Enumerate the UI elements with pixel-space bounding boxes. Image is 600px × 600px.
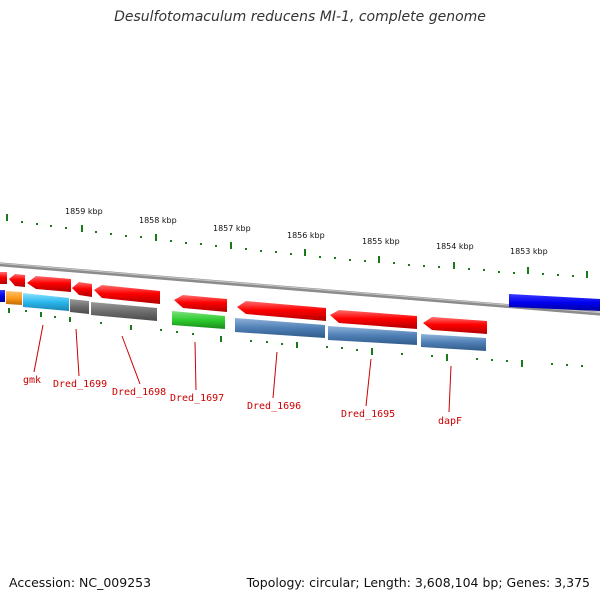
kbp-tick-label: 1857 kbp: [213, 224, 251, 233]
gene-block[interactable]: [172, 311, 225, 329]
kbp-tick-label: 1853 kbp: [510, 247, 548, 256]
gene-block[interactable]: [328, 326, 417, 345]
gene-block[interactable]: [421, 334, 486, 351]
gene-label-dred-1699: Dred_1699: [53, 379, 107, 390]
kbp-tick-label: 1854 kbp: [436, 242, 474, 251]
gene-label-gmk: gmk: [23, 375, 41, 386]
gene-block[interactable]: [235, 318, 325, 338]
gene-block[interactable]: [6, 291, 22, 305]
gene-arrow[interactable]: [94, 285, 160, 304]
accession-text: Accession: NC_009253: [9, 575, 152, 590]
outer-tick-track: [6, 214, 588, 278]
forward-strand-genes: [0, 272, 600, 334]
kbp-tick-label: 1855 kbp: [362, 237, 400, 246]
gene-arrow[interactable]: [423, 317, 487, 334]
kbp-tick-label: 1856 kbp: [287, 231, 325, 240]
inner-tick-track: [8, 308, 583, 367]
genome-info-text: Topology: circular; Length: 3,608,104 bp…: [246, 575, 590, 590]
gene-arrow[interactable]: [27, 276, 71, 292]
gene-label-dred-1695: Dred_1695: [341, 409, 395, 420]
gene-label-dred-1697: Dred_1697: [170, 393, 224, 404]
gene-arrow[interactable]: [509, 294, 600, 311]
map-title: Desulfotomaculum reducens MI-1, complete…: [114, 9, 486, 25]
gene-block[interactable]: [23, 293, 69, 311]
gene-label-dred-1698: Dred_1698: [112, 387, 166, 398]
gene-arrow[interactable]: [72, 282, 92, 297]
label-leader-lines: [33, 324, 452, 413]
reverse-strand-genes: [0, 290, 486, 351]
gene-block[interactable]: [70, 299, 89, 314]
gene-arrow[interactable]: [9, 274, 25, 287]
gene-arrow[interactable]: [237, 301, 326, 321]
gene-arrow[interactable]: [330, 310, 417, 329]
gene-block[interactable]: [91, 302, 157, 321]
kbp-tick-label: 1859 kbp: [65, 207, 103, 216]
gene-block[interactable]: [0, 290, 5, 302]
kbp-tick-label: 1858 kbp: [139, 216, 177, 225]
gene-label-dapf: dapF: [438, 416, 462, 427]
gene-arrow[interactable]: [174, 295, 227, 312]
gene-label-dred-1696: Dred_1696: [247, 401, 301, 412]
gene-arrow[interactable]: [0, 272, 7, 284]
